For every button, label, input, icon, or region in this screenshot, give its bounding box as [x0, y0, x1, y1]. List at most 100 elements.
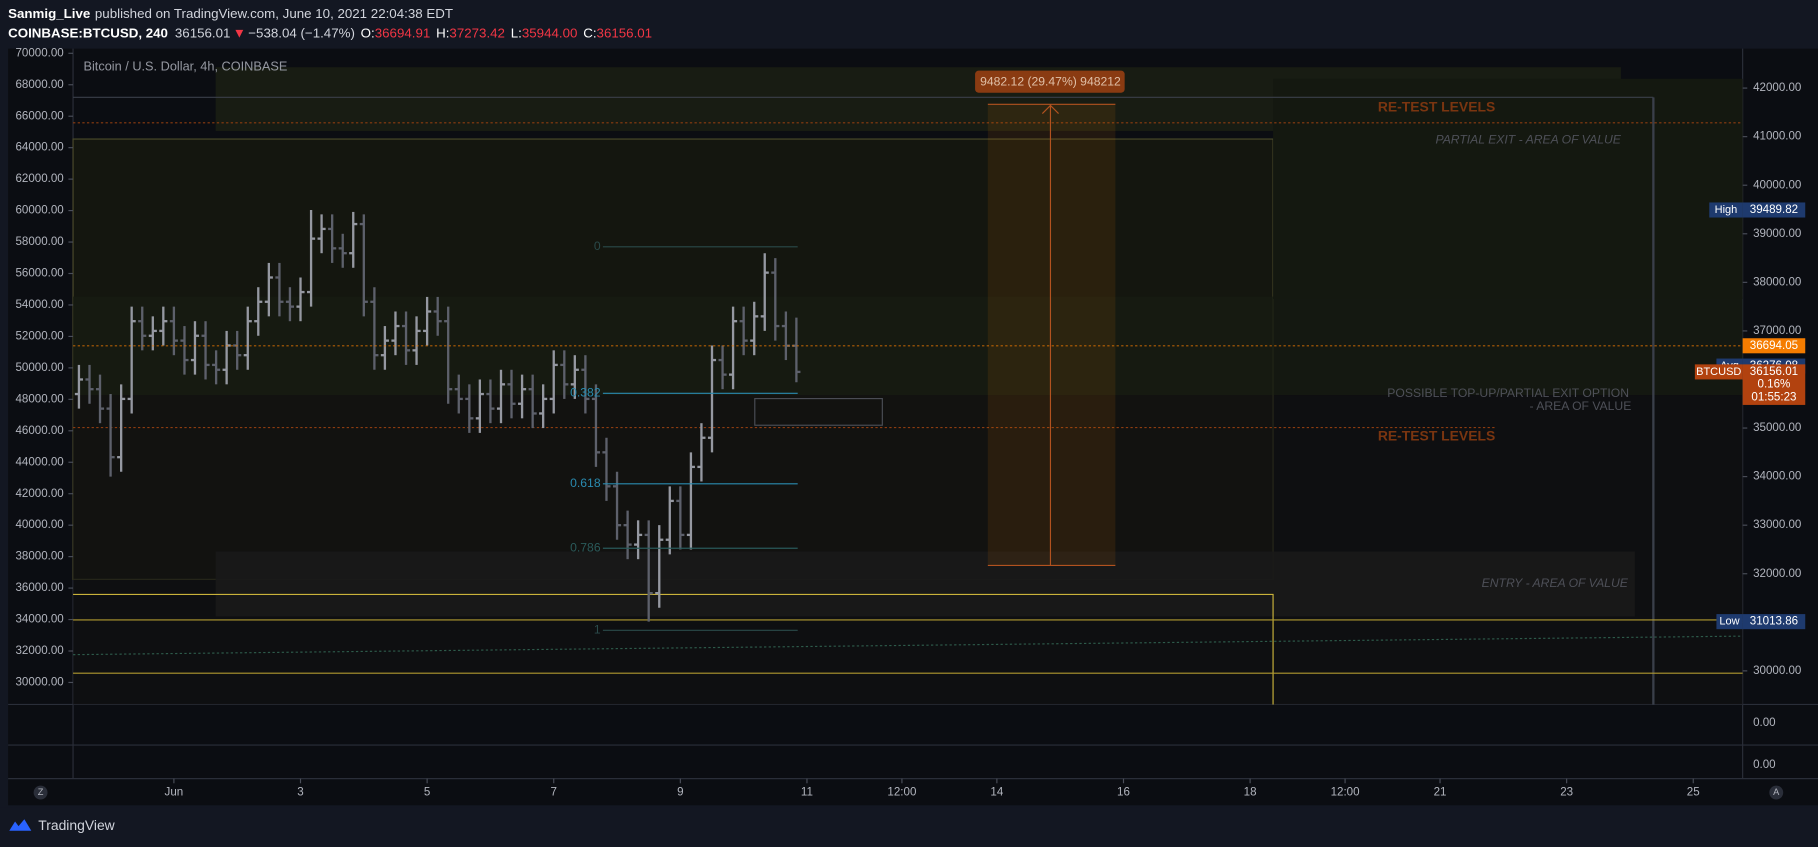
ohlc-bar [117, 384, 126, 472]
y2-tick-label: 58000.00 [15, 236, 63, 248]
ohlc-bar [148, 316, 157, 351]
x-tick-label: 7 [551, 787, 557, 799]
y2-tick-label: 32000.00 [15, 645, 63, 657]
footer-bar [0, 807, 1818, 847]
measure-arrow [1041, 104, 1059, 114]
ohlc-bar [95, 374, 105, 424]
ohlc-bar [475, 379, 484, 433]
ohlc-bar [602, 437, 611, 501]
symbol-line: COINBASE:BTCUSD, 240 36156.01 ▼ −538.04 (−1… [8, 25, 652, 40]
ohlc-bar [275, 262, 284, 317]
ohlc-key: L: [511, 25, 522, 40]
price-label-name-box [1709, 202, 1743, 218]
ohlc-bar [412, 316, 421, 365]
y2-tick-label: 66000.00 [15, 110, 63, 122]
ohlc-value: 36156.01 [597, 25, 653, 40]
x-tick-label: 12:00 [887, 787, 916, 799]
ohlc-value: 36694.91 [375, 25, 431, 40]
ohlc-bar [444, 306, 453, 404]
chart-title: Bitcoin / U.S. Dollar, 4h, COINBASE [83, 59, 287, 74]
ohlc-value: 35944.00 [522, 25, 578, 40]
fib-label: 0.786 [570, 540, 601, 554]
ohlc-key: H: [436, 25, 449, 40]
corner-button[interactable] [1769, 785, 1784, 800]
price-label-value: 31013.86 [1750, 616, 1798, 628]
yellow-box [73, 593, 1274, 705]
dotted-trend [73, 635, 1743, 656]
y2-tick-label: 52000.00 [15, 330, 63, 342]
ohlc-bar [570, 355, 579, 399]
ohlc-bar [665, 486, 674, 555]
y-tick-label: 41000.00 [1753, 131, 1801, 143]
footer-brand: TradingView [38, 817, 115, 833]
y2-tick-label: 64000.00 [15, 142, 63, 154]
x-tick-label: 25 [1687, 787, 1700, 799]
y2-tick-label: 60000.00 [15, 205, 63, 217]
ohlc-bar [539, 384, 548, 429]
y-tick-label: 40000.00 [1753, 179, 1801, 191]
ohlc-bar [707, 345, 717, 453]
ohlc-bar [591, 384, 601, 467]
ohlc-bar [169, 306, 178, 356]
published: published on TradingView.com, June 10, 2… [95, 5, 453, 20]
change-arrow: ▼ [233, 25, 246, 40]
zone [215, 551, 1635, 617]
ohlc-bar [528, 374, 537, 429]
ohlc-bar [644, 520, 653, 622]
price-label-box [1742, 202, 1806, 218]
y-tick-label: 33000.00 [1753, 519, 1801, 531]
ohlc-bar [507, 369, 516, 419]
pane-label: 0.00 [1753, 759, 1776, 771]
plot [74, 209, 801, 622]
y-tick-label: 35000.00 [1753, 422, 1801, 434]
y2-tick-label: 54000.00 [15, 299, 63, 311]
ohlc-bar [771, 258, 780, 341]
ohlc-bar [433, 296, 442, 336]
ohlc-bar [370, 287, 379, 370]
x-tick-label: 21 [1434, 787, 1447, 799]
annotation: RE-TEST LEVELS [1378, 98, 1495, 114]
ohlc-bar [697, 423, 706, 482]
ohlc-bar [560, 350, 569, 399]
ohlc-bar [729, 306, 738, 390]
x-tick-label: 3 [297, 787, 303, 799]
y2-tick-label: 42000.00 [15, 488, 63, 500]
annotation: 9482.12 (29.47%) 948212 [980, 74, 1121, 88]
y2-tick-label: 62000.00 [15, 173, 63, 185]
x-tick-label: 14 [990, 787, 1003, 799]
ohlc-bar [285, 287, 294, 322]
change: −538.04 (−1.47%) [248, 25, 355, 40]
ohlc-bar [243, 306, 252, 370]
annotation: PARTIAL EXIT - AREA OF VALUE [1435, 132, 1621, 146]
ohlc-bar [623, 510, 632, 560]
y-tick-label: 38000.00 [1753, 276, 1801, 288]
price-label-box [1742, 364, 1806, 405]
y-tick-label: 32000.00 [1753, 568, 1801, 580]
ohlc-bar [380, 326, 389, 370]
price-label-name: BTCUSD [1696, 366, 1741, 378]
y2-tick-label: 50000.00 [15, 362, 63, 374]
corner-button[interactable] [33, 785, 48, 800]
y2-tick-label: 70000.00 [15, 47, 63, 59]
pane-label: 0.00 [1753, 717, 1776, 729]
ohlc-bar [74, 364, 83, 409]
ohlc-bar [486, 379, 495, 424]
ohlc-bar [307, 209, 316, 307]
ohlc-bar [581, 355, 590, 414]
y2-tick-label: 68000.00 [15, 79, 63, 91]
ohlc-bar [201, 321, 210, 380]
y2-tick-label: 56000.00 [15, 268, 63, 280]
y-tick-label: 34000.00 [1753, 471, 1801, 483]
ohlc-bar [518, 374, 527, 419]
ohlc-bar [338, 233, 347, 268]
user: Sanmig_Live [8, 5, 90, 20]
measure-label-box [975, 70, 1125, 93]
ohlc-bar [401, 311, 411, 365]
ohlc-bar [296, 277, 305, 322]
y2-tick-label: 44000.00 [15, 456, 63, 468]
ohlc-bar [359, 214, 368, 317]
ohlc-bar [549, 350, 558, 414]
zone [1273, 78, 1743, 299]
ohlc-bar [180, 326, 189, 375]
y2-tick-label: 46000.00 [15, 425, 63, 437]
